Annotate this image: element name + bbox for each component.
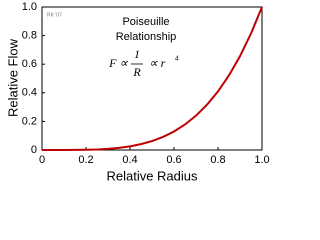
y-tick-label: 0.6	[22, 58, 37, 70]
annotation-title: Poiseuille	[122, 16, 169, 28]
x-tick-label: 0.4	[122, 154, 137, 166]
x-tick-label: 1.0	[254, 154, 269, 166]
data-line	[41, 6, 263, 151]
page: {"chart_data": {"type": "line", "x_label…	[5, 0, 270, 184]
y-tick-label: 0.2	[22, 115, 37, 127]
y-tick-label: 0.4	[22, 87, 37, 99]
annotation-title: Relationship	[116, 31, 177, 43]
x-axis-label: Relative Radius	[106, 168, 198, 183]
x-tick-label: 0.2	[78, 154, 93, 166]
y-tick-label: 1.0	[22, 1, 37, 13]
formula-part: 1	[134, 47, 140, 61]
formula-part: ∝ r	[149, 56, 166, 70]
credit: RK '07	[47, 12, 62, 18]
x-tick-label: 0.8	[210, 154, 225, 166]
y-axis-label: Relative Flow	[5, 38, 20, 117]
x-tick-label: 0	[39, 154, 45, 166]
plot-frame	[41, 6, 263, 151]
x-tick-label: 0.6	[166, 154, 181, 166]
formula-part: 4	[175, 55, 179, 63]
y-tick-label: 0.8	[22, 30, 37, 42]
y-tick-label: 0	[31, 144, 37, 156]
formula-part: F ∝	[108, 56, 128, 70]
chart: Relative Flow Relative Radius RK '07 Poi…	[5, 1, 269, 184]
formula-part: R	[132, 65, 141, 79]
